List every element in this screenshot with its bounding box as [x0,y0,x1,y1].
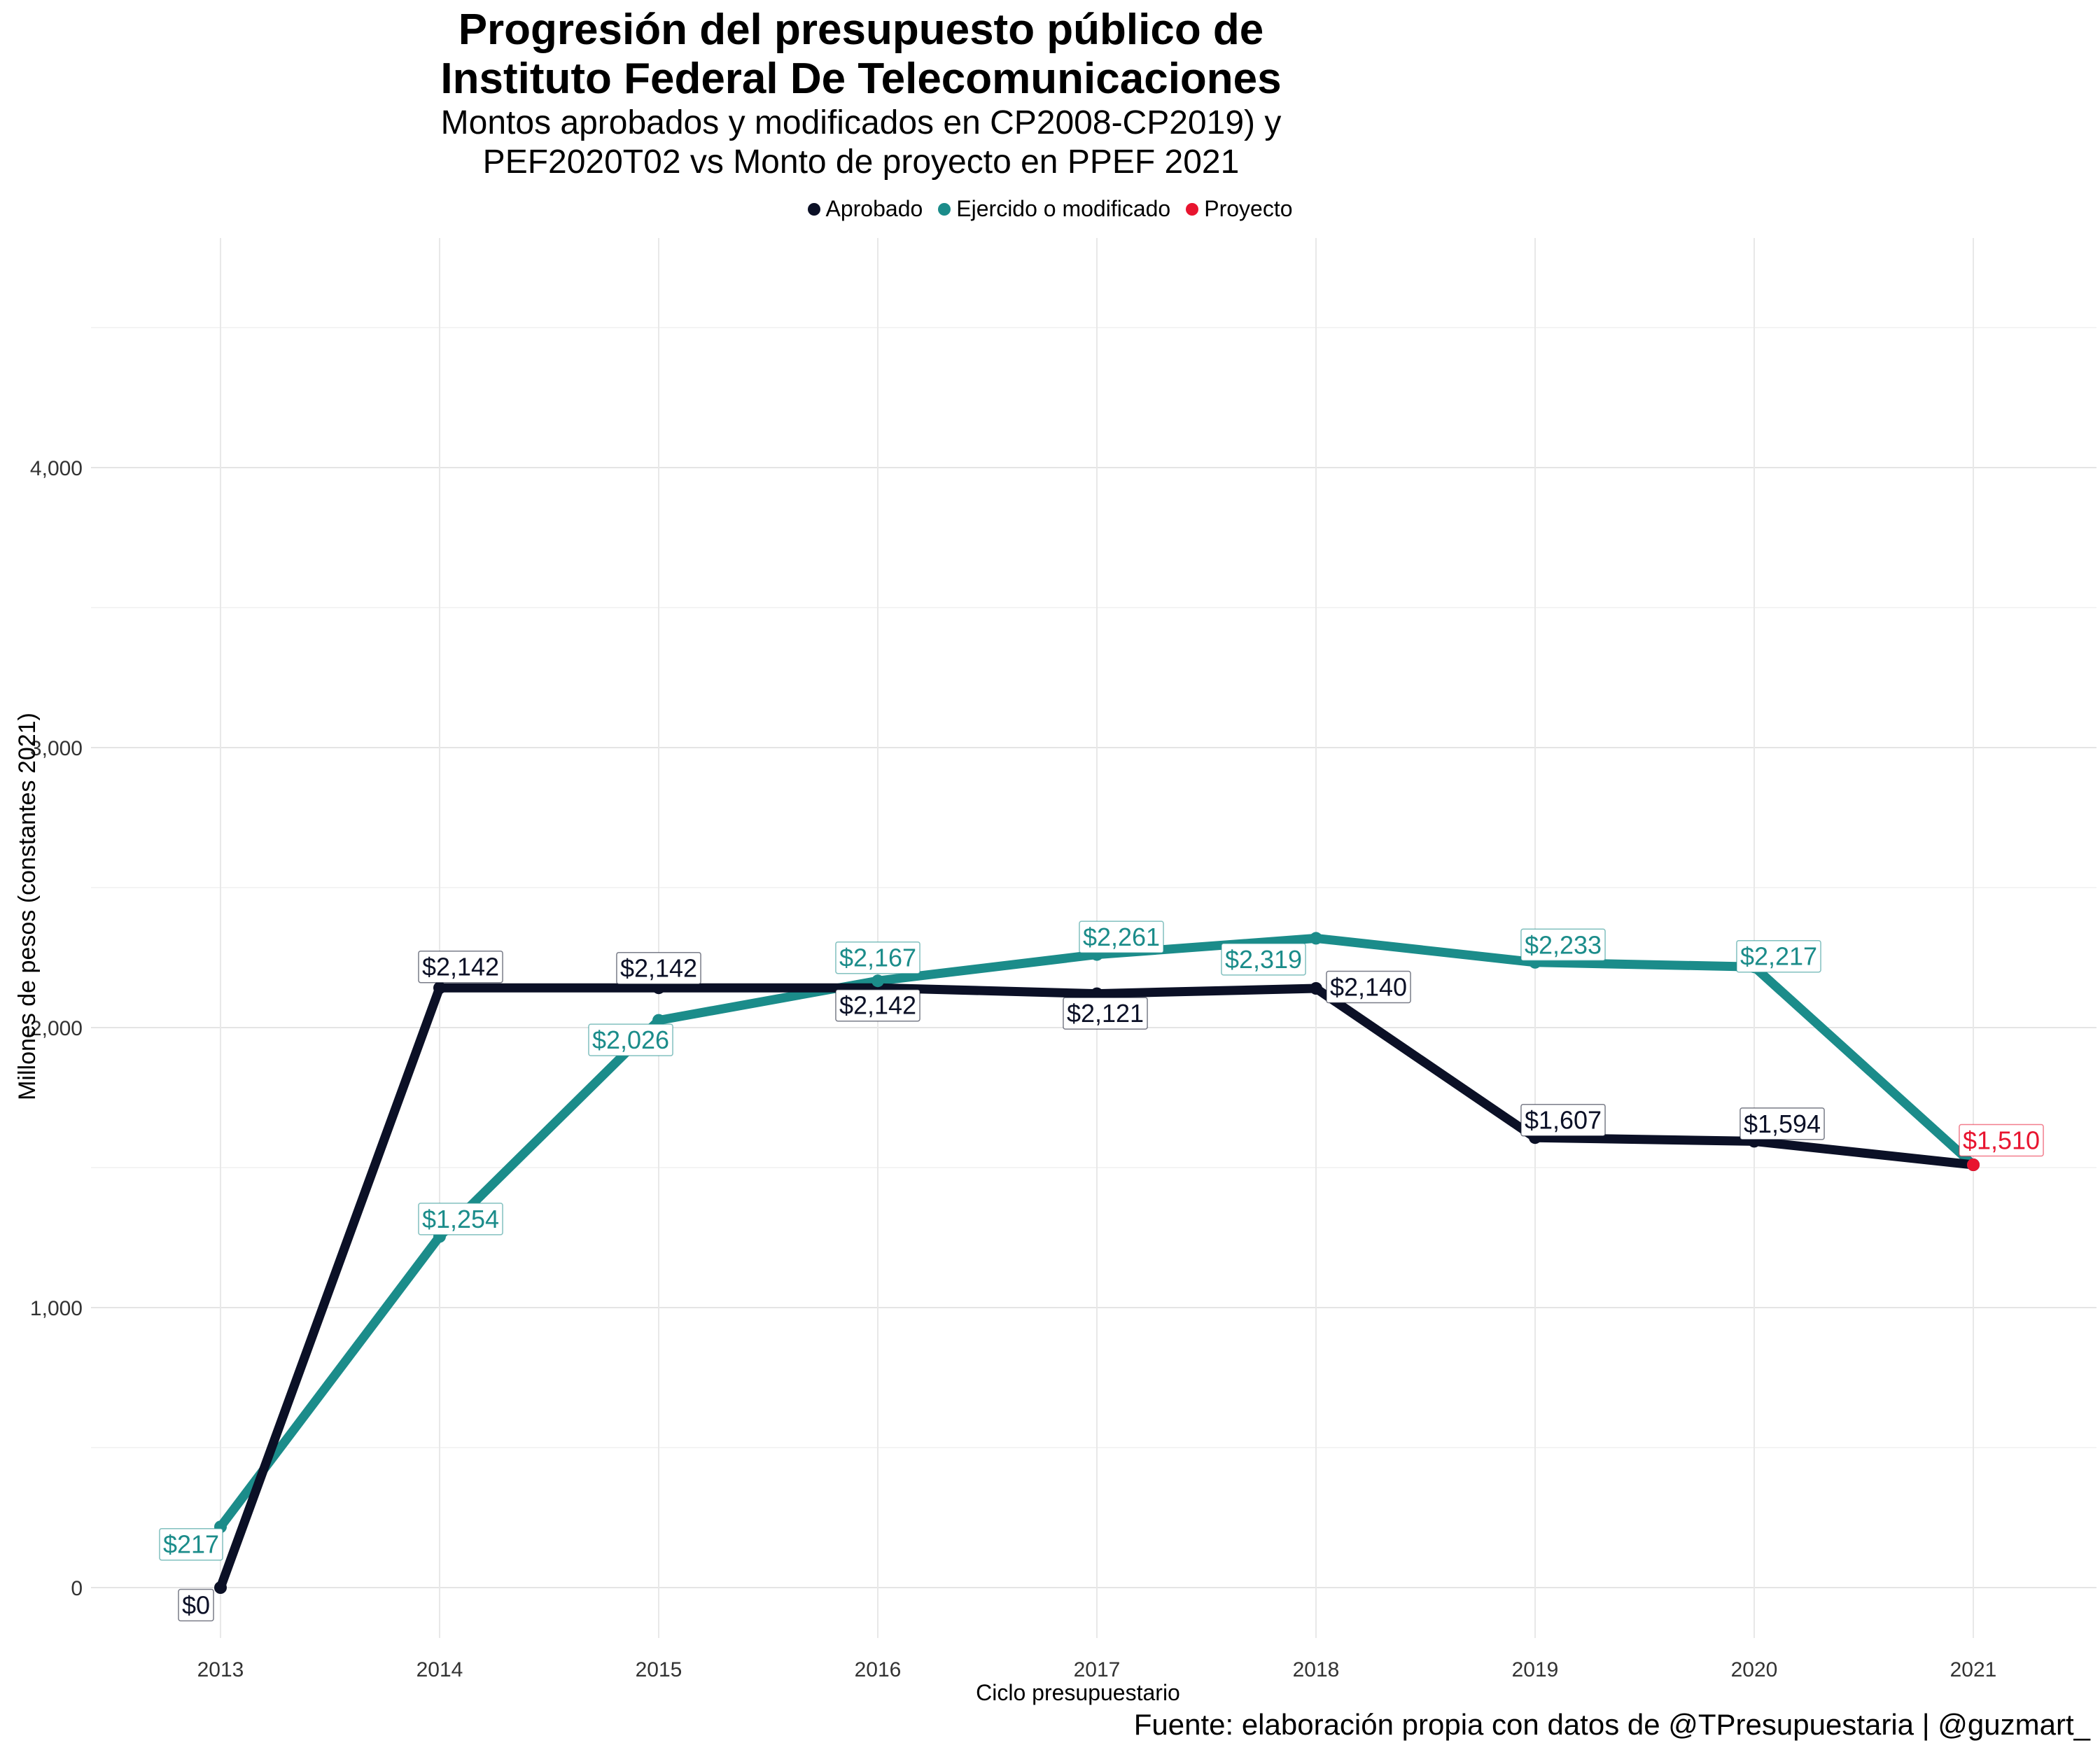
data-point [652,1014,665,1027]
data-point [1967,1158,1980,1171]
legend-label-proyecto: Proyecto [1204,196,1293,221]
data-label-box [1326,970,1411,1004]
legend-item-ejercido: Ejercido o modificado [938,196,1170,222]
data-label-box [418,1203,503,1236]
data-point [1091,987,1103,1000]
data-label-box [835,941,920,974]
legend-swatch-aprobado [807,202,820,216]
x-tick-label: 2013 [197,1658,244,1681]
data-label-box [1079,920,1164,953]
x-tick-label: 2017 [1074,1658,1121,1681]
x-tick-label: 2014 [416,1658,463,1681]
data-label: $1,254 [422,1205,499,1233]
data-label: $1,607 [1525,1106,1602,1135]
data-label-box [616,951,701,985]
chart-title: Progresión del presupuesto público de In… [440,6,1282,103]
data-label: $2,026 [592,1026,669,1054]
legend-swatch-ejercido [938,202,951,216]
data-label: $2,319 [1225,945,1302,974]
legend: Aprobado Ejercido o modificado Proyecto [0,196,2100,222]
legend-label-aprobado: Aprobado [825,196,923,221]
legend-item-proyecto: Proyecto [1186,196,1293,222]
data-label: $1,510 [1963,1126,2040,1155]
data-label-box [418,950,503,983]
data-point [1310,982,1322,995]
data-label: $2,261 [1083,923,1160,951]
y-axis-title: Millones de pesos (constantes 2021) [14,713,41,1100]
data-label: $1,594 [1744,1110,1821,1138]
legend-label-ejercido: Ejercido o modificado [956,196,1171,221]
x-axis-title: Ciclo presupuestario [976,1680,1180,1705]
data-point [872,974,884,988]
data-point [214,1581,227,1594]
data-point [433,981,446,995]
x-tick-label: 2015 [636,1658,682,1681]
data-point [1310,932,1322,945]
legend-swatch-proyecto [1186,202,1199,216]
data-label: $2,217 [1740,942,1817,971]
data-point [652,981,665,995]
data-label: $2,142 [839,991,916,1020]
x-tick-label: 2018 [1293,1658,1340,1681]
data-label-box [1740,1107,1825,1140]
data-label: $2,140 [1330,973,1407,1002]
source-caption: Fuente: elaboración propia con datos de … [1133,1708,2090,1741]
data-label: $0 [182,1591,210,1620]
data-label-box [1736,939,1821,973]
data-label-box [588,1023,673,1056]
x-tick-label: 2021 [1950,1658,1997,1681]
data-label-box [1959,1124,2044,1157]
data-label-box [1221,943,1306,976]
data-label-box [159,1527,223,1561]
legend-item-aprobado: Aprobado [807,196,923,222]
x-tick-label: 2020 [1731,1658,1778,1681]
x-tick-label: 2016 [855,1658,902,1681]
x-tick-label: 2019 [1512,1658,1559,1681]
data-label: $217 [163,1530,219,1559]
y-tick-label: 4,000 [30,457,83,480]
y-tick-label: 0 [71,1577,83,1600]
chart-subtitle: Montos aprobados y modificados en CP2008… [440,104,1282,181]
data-label: $2,142 [620,954,697,983]
data-label-box [835,988,920,1022]
data-label-box [1520,928,1606,962]
data-label: $2,233 [1525,930,1602,959]
y-tick-label: 1,000 [30,1297,83,1320]
data-label-box [178,1588,214,1622]
data-label-box [1063,997,1148,1030]
y-tick-label: 2,000 [30,1017,83,1040]
data-label: $2,142 [422,953,499,981]
y-tick-label: 3,000 [30,737,83,760]
data-label: $2,121 [1067,999,1144,1028]
data-label-box [1520,1103,1606,1137]
data-label: $2,167 [839,944,916,972]
